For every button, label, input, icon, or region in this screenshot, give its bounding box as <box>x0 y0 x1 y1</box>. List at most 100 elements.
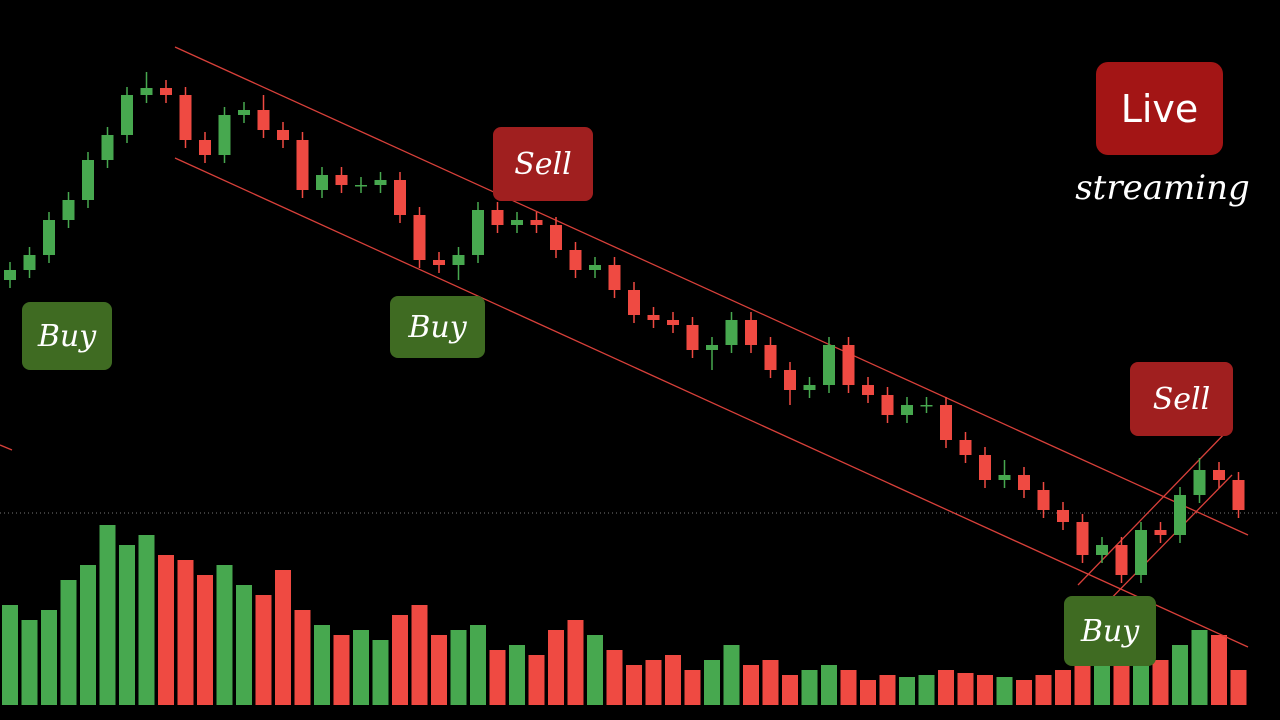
candle-body <box>1232 480 1245 510</box>
volume-bar <box>489 650 506 705</box>
volume-bar <box>957 673 974 705</box>
volume-bar <box>1211 635 1227 705</box>
volume-bar <box>236 585 252 705</box>
volume-bar <box>255 595 272 705</box>
volume-bar <box>450 630 467 705</box>
volume-bar <box>821 665 837 705</box>
volume-bar <box>99 525 116 705</box>
channel-lower <box>174 157 1249 648</box>
volume-bar <box>665 655 681 705</box>
candle-body <box>413 215 426 260</box>
buy-tag: Buy <box>1064 596 1156 666</box>
candle-body <box>998 475 1011 480</box>
candle-body <box>179 95 192 140</box>
candle-body <box>1096 545 1108 555</box>
candle-body <box>608 265 621 290</box>
volume-bar <box>938 670 954 705</box>
candle-body <box>1076 522 1089 555</box>
volume-bar <box>1016 680 1032 705</box>
candles <box>4 72 1245 583</box>
candle-body <box>1154 530 1167 535</box>
candle-body <box>803 385 816 390</box>
candle-body <box>569 250 582 270</box>
volume-bar <box>1133 665 1149 705</box>
candle-body <box>101 135 114 160</box>
candle-body <box>901 405 913 415</box>
candle-body <box>686 325 699 350</box>
volume-bar <box>392 615 408 705</box>
live-caption: streaming <box>1075 168 1250 208</box>
volume-bar <box>548 630 564 705</box>
candle-body <box>823 345 835 385</box>
candle-body <box>1174 495 1186 535</box>
volume-bar <box>138 535 155 705</box>
volume-bar <box>606 650 623 705</box>
candle-body <box>1193 470 1206 495</box>
volume-bar <box>2 605 18 705</box>
candle-body <box>530 220 543 225</box>
candle-body <box>1037 490 1050 510</box>
volume-bar <box>177 560 194 705</box>
volume-bar <box>60 580 77 705</box>
volume-bar <box>1074 665 1091 705</box>
volume-bar <box>275 570 291 705</box>
candle-body <box>374 180 387 185</box>
volume-bar <box>860 680 876 705</box>
volume-bar <box>411 605 428 705</box>
volume-bar <box>801 670 818 705</box>
volume-bar <box>996 677 1013 705</box>
trend-channel <box>0 46 1249 648</box>
volume-bar <box>743 665 759 705</box>
volume-bar <box>1191 630 1208 705</box>
candle-body <box>862 385 874 395</box>
candle-body <box>784 370 796 390</box>
candle-body <box>82 160 94 200</box>
volume-bar <box>704 660 720 705</box>
candle-body <box>316 175 328 190</box>
volume-bar <box>567 620 584 705</box>
volume-bar <box>372 640 389 705</box>
candle-body <box>959 440 972 455</box>
candle-body <box>550 225 562 250</box>
channel-upper <box>174 46 1249 536</box>
volume-bar <box>1055 670 1071 705</box>
candle-body <box>1135 530 1147 575</box>
candle-body <box>589 265 601 270</box>
candle-body <box>628 290 640 315</box>
rising-lower <box>1094 474 1233 616</box>
candle-body <box>452 255 465 265</box>
candle-body <box>725 320 738 345</box>
candle-body <box>62 200 75 220</box>
volume-bar <box>918 675 935 705</box>
volume-bar <box>840 670 857 705</box>
candle-body <box>296 140 309 190</box>
channel-stub <box>0 444 13 451</box>
candle-body <box>43 220 55 255</box>
candle-body <box>511 220 523 225</box>
candle-body <box>121 95 133 135</box>
volume-bar <box>216 565 233 705</box>
volume-bar <box>158 555 174 705</box>
volume-bar <box>1172 645 1188 705</box>
candle-body <box>433 260 445 265</box>
live-badge: Live <box>1096 62 1223 155</box>
sell-tag: Sell <box>1130 362 1233 436</box>
candle-body <box>23 255 36 270</box>
volume-bar <box>41 610 57 705</box>
candle-body <box>218 115 231 155</box>
volume-bar <box>782 675 798 705</box>
candle-body <box>335 175 348 185</box>
candle-body <box>394 180 406 215</box>
candle-body <box>647 315 660 320</box>
candle-body <box>920 405 933 407</box>
candle-body <box>764 345 777 370</box>
candle-body <box>472 210 484 255</box>
candle-body <box>745 320 757 345</box>
volume-bar <box>723 645 740 705</box>
volume-bar <box>431 635 447 705</box>
candle-body <box>140 88 153 95</box>
candle-body <box>667 320 679 325</box>
candle-body <box>257 110 270 130</box>
volume-bar <box>119 545 135 705</box>
